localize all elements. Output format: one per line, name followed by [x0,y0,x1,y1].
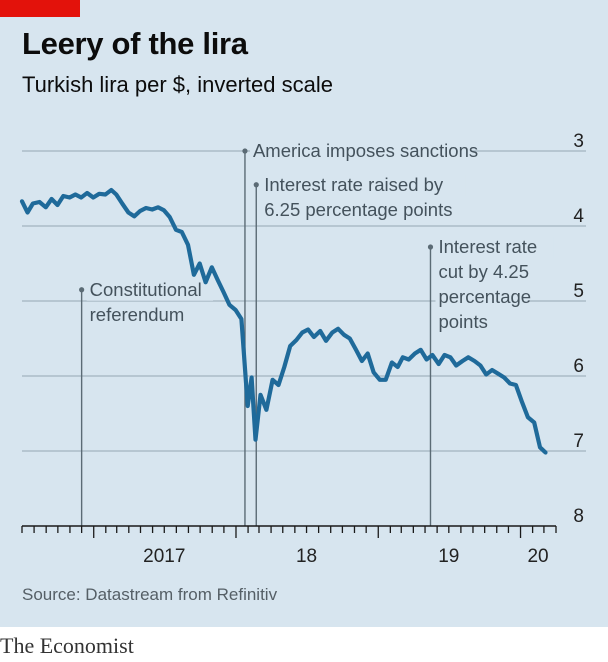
annotation-dot [79,287,85,293]
line-chart: America imposes sanctions Interest rate r… [19,131,586,567]
annotation-label: America imposes sanctions [253,140,478,161]
y-tick-label: 4 [573,206,584,227]
annotation-bg [261,174,466,196]
y-tick-label: 8 [573,506,584,527]
y-tick-label: 5 [573,281,584,302]
annotation-dot [253,182,259,188]
chart-subtitle: Turkish lira per $, inverted scale [22,72,333,97]
annotation-label: points [438,311,487,332]
y-tick-label: 6 [573,356,584,377]
x-tick-label: 20 [527,546,548,567]
x-axis [21,525,557,538]
annotation-dot [242,148,248,154]
x-tick-label: 2017 [143,546,185,567]
source-note: Source: Datastream from Refinitiv [22,585,278,604]
y-tick-label: 7 [573,431,584,452]
series-line-lira [19,187,548,455]
publisher-logo: The Economist [0,633,134,658]
annotation-label: cut by 4.25 [438,261,529,282]
annotation-bg [249,141,471,162]
annotation-label: Interest rate [438,236,537,257]
annotation-dot [427,244,434,250]
annotation-label: percentage [438,286,531,307]
y-tick-label: 3 [573,131,584,152]
annotation-label: Interest rate raised by [264,174,444,195]
annotation-label: 6.25 percentage points [264,199,452,220]
annotation-bg [435,312,494,333]
annotation-bg [261,199,457,221]
annotations: America imposes sanctions Interest rate r… [79,140,554,526]
tick-labels: 3 4 5 6 7 8 2017 18 19 20 [143,131,584,567]
annotation-bg [86,304,179,326]
annotation-label: referendum [90,304,185,325]
x-tick-label: 18 [296,546,317,567]
annotation-label: Constitutional [90,279,202,300]
chart-title: Leery of the lira [22,26,248,61]
annotation-bg [435,262,537,283]
x-tick-label: 19 [438,546,459,567]
series-lines [19,187,548,455]
annotation-bg [435,237,554,258]
annotation-bg [435,287,528,308]
brand-red-tab [0,0,80,17]
annotation-bg [86,279,214,301]
